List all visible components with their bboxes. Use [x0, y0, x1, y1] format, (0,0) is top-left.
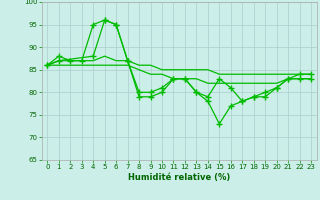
X-axis label: Humidité relative (%): Humidité relative (%) [128, 173, 230, 182]
